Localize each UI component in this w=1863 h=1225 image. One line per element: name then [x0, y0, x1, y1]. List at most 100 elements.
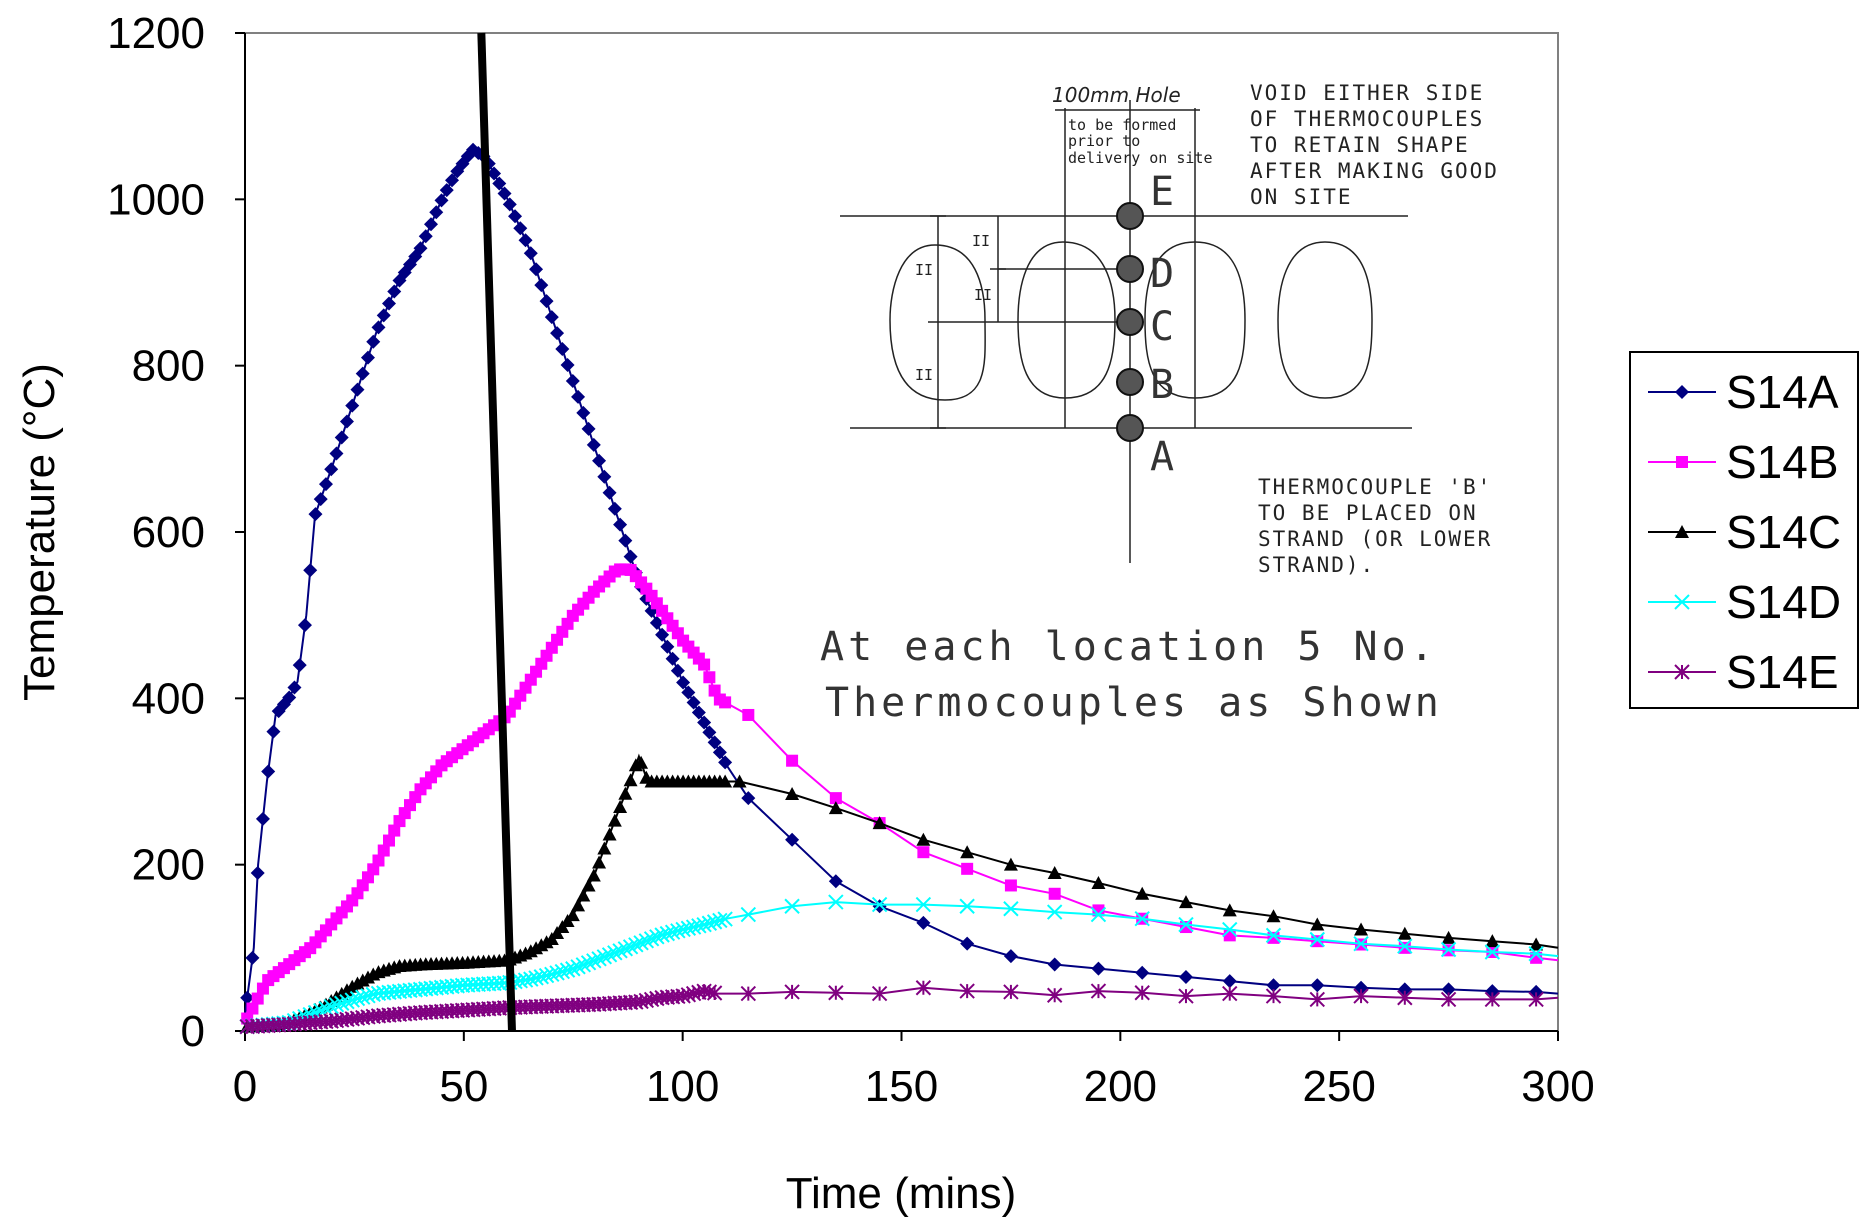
data-point [1222, 985, 1238, 1002]
x-tick-label: 250 [1302, 1062, 1375, 1111]
data-point [633, 935, 649, 951]
data-point [1353, 935, 1369, 952]
data-point [1266, 978, 1281, 993]
data-point [1048, 887, 1061, 900]
data-point [381, 296, 396, 311]
data-point [355, 989, 371, 1005]
data-point [251, 992, 264, 1005]
data-point [607, 813, 622, 827]
data-point [596, 949, 613, 965]
data-point [1485, 934, 1500, 948]
data-point [580, 955, 597, 971]
y-tick-label: 600 [132, 508, 205, 557]
data-point [246, 1002, 259, 1015]
thermocouple-d-dot [1116, 255, 1144, 283]
data-point [1090, 906, 1107, 923]
data-point [413, 241, 428, 256]
data-point [418, 229, 433, 244]
x-tick-label: 50 [439, 1062, 488, 1111]
data-point [1265, 988, 1282, 1004]
thermocouple-a-dot [1116, 414, 1144, 442]
legend-marker [1674, 594, 1690, 610]
data-point [1354, 922, 1369, 936]
y-tick-label: 400 [132, 674, 205, 723]
hole-note-line-2: prior to [1068, 132, 1140, 150]
data-point [1134, 911, 1150, 927]
data-point [571, 389, 586, 404]
data-point [871, 985, 888, 1002]
data-point [828, 894, 844, 910]
data-point [742, 708, 755, 721]
data-point [539, 294, 554, 309]
data-point [1309, 991, 1325, 1008]
data-point [303, 563, 318, 578]
thermocouple-e-dot [1116, 202, 1144, 230]
legend-label: S14B [1726, 436, 1839, 488]
data-point [784, 898, 800, 914]
data-point [602, 485, 617, 500]
data-point [623, 773, 638, 787]
data-point [1310, 978, 1325, 993]
data-point [344, 992, 360, 1008]
dim-mark-1: II [915, 261, 933, 279]
data-point [339, 414, 354, 429]
data-point [1310, 917, 1325, 931]
data-point [513, 221, 528, 236]
data-point [382, 834, 395, 847]
data-point [618, 533, 633, 548]
data-point [350, 382, 365, 397]
data-point [698, 658, 711, 671]
data-point [916, 832, 931, 846]
y-tick-label: 1000 [107, 175, 205, 224]
legend-marker [1676, 456, 1688, 468]
data-point [434, 193, 449, 208]
data-point [654, 927, 670, 943]
data-point [388, 824, 401, 837]
data-point [643, 931, 660, 947]
data-point [1309, 931, 1325, 948]
data-point [560, 358, 575, 373]
annotation-line-2: Thermocouples as Shown [825, 680, 1443, 726]
data-point [1529, 937, 1544, 951]
legend-label: S14D [1726, 576, 1841, 628]
void-shape-2 [1017, 241, 1116, 399]
data-point [601, 947, 618, 963]
data-point [961, 862, 974, 875]
data-point [445, 173, 460, 188]
data-point [1178, 969, 1193, 984]
legend-box [1629, 351, 1859, 709]
data-point [1003, 949, 1018, 964]
x-tick-label: 150 [865, 1062, 938, 1111]
data-point [550, 326, 565, 341]
data-point [960, 845, 975, 859]
data-point [502, 197, 517, 212]
data-point [323, 998, 339, 1015]
data-point [660, 639, 675, 654]
legend-label: S14A [1726, 366, 1839, 418]
data-point [592, 855, 607, 869]
legend-marker [1675, 525, 1689, 538]
data-point [376, 308, 391, 323]
thermocouple-c-dot [1116, 308, 1144, 336]
data-point [701, 915, 718, 931]
data-point [634, 755, 649, 769]
data-point [529, 262, 544, 277]
hole-note-line-3: delivery on site [1068, 149, 1213, 167]
data-point [613, 517, 628, 532]
data-point [266, 724, 281, 739]
data-point [377, 844, 390, 857]
data-point [1135, 965, 1150, 980]
data-point [686, 695, 701, 710]
data-point [638, 933, 655, 949]
data-point [659, 925, 676, 942]
data-point [1484, 944, 1501, 960]
void-note-line-5: ON SITE [1250, 185, 1353, 209]
data-point [1047, 865, 1062, 879]
void-note-line-1: VOID EITHER SIDE [1250, 81, 1484, 105]
legend-label: S14C [1726, 506, 1841, 558]
data-point [565, 373, 580, 388]
legend-marker [1675, 385, 1689, 399]
data-point [691, 705, 706, 720]
data-point [328, 997, 345, 1013]
